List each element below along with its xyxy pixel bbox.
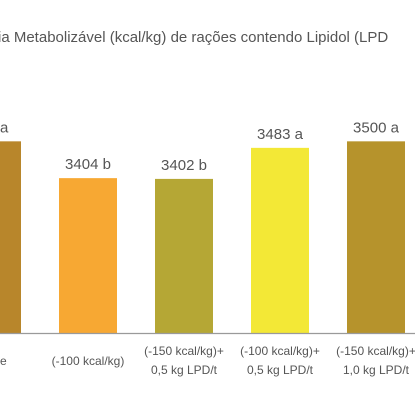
bar-5 [347, 141, 405, 333]
bar-value-label-4: 3483 a [257, 126, 304, 143]
category-label-2: (-100 kcal/kg) [52, 354, 125, 368]
chart-title: ia Metabolizável (kcal/kg) de rações con… [0, 29, 388, 46]
category-label-1: e [0, 354, 7, 368]
bar-1 [0, 141, 21, 333]
bar-value-label-3: 3402 b [161, 157, 207, 174]
bar-4 [251, 147, 309, 333]
category-label-4: (-100 kcal/kg)+ 0,5 kg LPD/t [240, 344, 320, 377]
bar-3 [155, 178, 213, 333]
bar-2 [59, 178, 117, 333]
category-label-group: e (-100 kcal/kg) (-150 kcal/kg)+ 0,5 kg LPD… [0, 344, 415, 377]
bar-value-label-1: a [0, 119, 9, 136]
bar-group [0, 141, 405, 333]
category-label-3: (-150 kcal/kg)+ 0,5 kg LPD/t [144, 344, 224, 377]
bar-value-label-5: 3500 a [353, 119, 400, 136]
category-label-5: (-150 kcal/kg)+ 1,0 kg LPD/t [336, 344, 415, 377]
value-label-group: a 3404 b 3402 b 3483 a 3500 a [0, 119, 400, 174]
bar-value-label-2: 3404 b [65, 156, 111, 173]
